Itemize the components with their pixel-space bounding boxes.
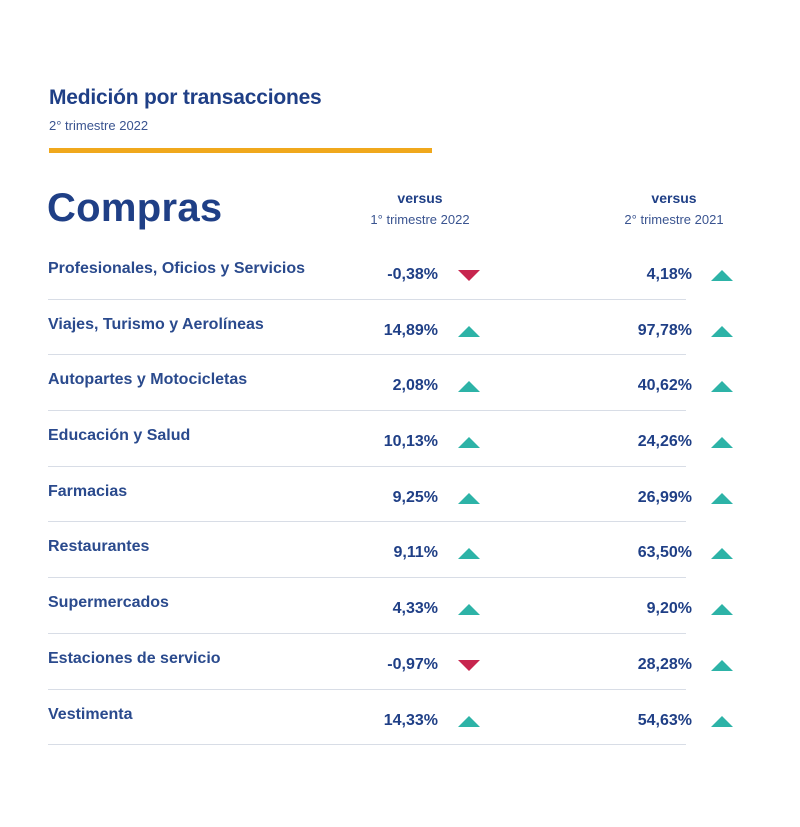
trend-up-icon [458,548,480,560]
row-divider [48,744,686,746]
row-label: Farmacias [48,482,128,500]
row-label: Restaurantes [48,538,150,556]
table-row: Profesionales, Oficios y Servicios -0,38… [48,252,748,308]
trend-up-icon [711,381,733,393]
table-row: Vestimenta 14,33% 54,63% [48,698,748,754]
row-label: Educación y Salud [48,427,191,445]
value-vs-q1-2022: 14,33% [383,711,438,729]
value-vs-q2-2021: 40,62% [637,377,692,395]
trend-up-icon [458,325,480,337]
row-label: Autopartes y Motocicletas [48,371,248,389]
value-vs-q1-2022: 9,25% [392,488,438,506]
row-divider [48,298,686,300]
row-label: Estaciones de servicio [48,649,221,667]
column-header-line2: 2° trimestre 2021 [624,212,724,227]
trend-up-icon [458,437,480,449]
value-vs-q2-2021: 9,20% [646,600,692,618]
column-header-line1: versus [651,190,697,206]
value-vs-q1-2022: -0,38% [387,266,438,283]
accent-rule [49,148,432,153]
value-vs-q1-2022: 14,89% [383,321,438,339]
row-divider [48,354,686,356]
trend-up-icon [711,437,733,449]
value-vs-q2-2021: 24,26% [637,433,692,451]
page-subtitle: 2° trimestre 2022 [49,118,149,133]
value-vs-q1-2022: -0,97% [387,655,438,673]
row-divider [48,465,686,467]
trend-up-icon [711,604,733,616]
table-row: Estaciones de servicio -0,97% 28,28% [48,642,748,698]
trend-up-icon [458,381,480,393]
value-vs-q2-2021: 26,99% [637,488,692,506]
trend-down-icon [458,270,480,281]
trend-up-icon [711,492,733,504]
value-vs-q1-2022: 10,13% [383,433,438,451]
row-divider [48,688,686,690]
row-label: Supermercados [48,594,169,612]
trend-down-icon [458,659,480,671]
row-label: Vestimenta [48,705,133,723]
section-title: Compras [47,186,223,230]
column-header-line1: versus [397,190,443,206]
trend-up-icon [458,492,480,504]
table-row: Restaurantes 9,11% 63,50% [48,530,748,586]
table-row: Educación y Salud 10,13% 24,26% [48,419,748,475]
column-header-q1-2022: versus 1° trimestre 2022 [330,190,510,227]
value-vs-q1-2022: 9,11% [393,544,438,562]
column-header-q2-2021: versus 2° trimestre 2021 [584,190,764,227]
row-divider [48,521,686,523]
trend-up-icon [458,604,480,616]
value-vs-q1-2022: 4,33% [392,600,438,618]
value-vs-q2-2021: 54,63% [637,711,692,729]
value-vs-q1-2022: 2,08% [392,377,438,395]
page-title: Medición por transacciones [49,86,322,109]
row-label: Viajes, Turismo y Aerolíneas [48,315,264,333]
value-vs-q2-2021: 97,78% [637,321,692,339]
trend-up-icon [711,715,733,727]
table-row: Viajes, Turismo y Aerolíneas 14,89% 97,7… [48,308,748,364]
trend-up-icon [458,715,480,727]
comparison-table: Profesionales, Oficios y Servicios -0,38… [48,252,748,753]
table-row: Autopartes y Motocicletas 2,08% 40,62% [48,363,748,419]
trend-up-icon [711,548,733,560]
value-vs-q2-2021: 4,18% [646,266,692,283]
row-divider [48,410,686,412]
column-header-line2: 1° trimestre 2022 [370,212,470,227]
value-vs-q2-2021: 28,28% [637,655,692,673]
table-row: Farmacias 9,25% 26,99% [48,475,748,531]
row-label: Profesionales, Oficios y Servicios [48,260,305,277]
trend-up-icon [711,659,733,671]
row-divider [48,577,686,579]
row-divider [48,632,686,634]
trend-up-icon [711,270,733,281]
table-row: Supermercados 4,33% 9,20% [48,586,748,642]
trend-up-icon [711,325,733,337]
value-vs-q2-2021: 63,50% [637,544,692,562]
